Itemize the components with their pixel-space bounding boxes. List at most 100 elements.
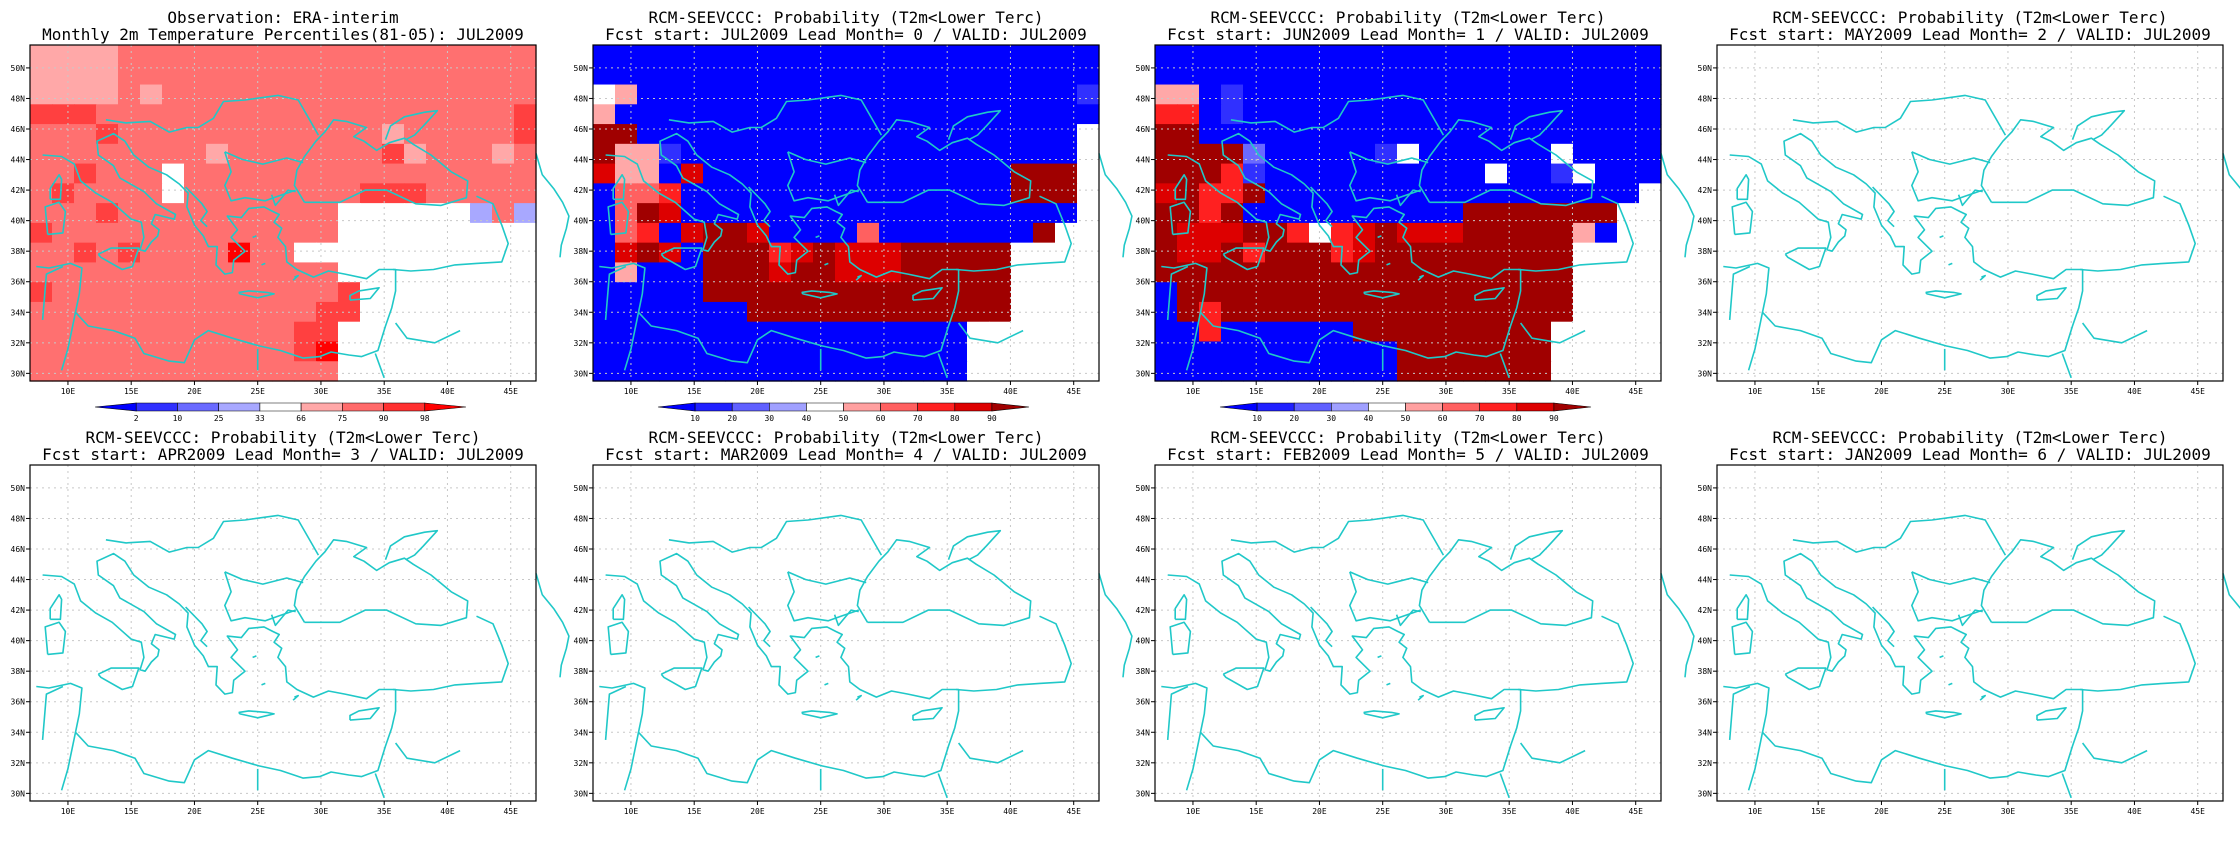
field-cell bbox=[593, 341, 616, 362]
field-cell bbox=[1507, 104, 1530, 125]
field-cell bbox=[1155, 104, 1178, 125]
field-cell bbox=[1055, 203, 1078, 224]
field-cell bbox=[1199, 143, 1222, 165]
field-cell bbox=[338, 361, 361, 382]
field-cell bbox=[879, 143, 902, 165]
coastline bbox=[1518, 615, 1634, 692]
coastline bbox=[1417, 274, 1424, 281]
field-cell bbox=[1595, 104, 1618, 125]
coastline bbox=[833, 189, 859, 207]
field-cell bbox=[184, 104, 207, 125]
lat-tick-label: 30N bbox=[1136, 789, 1151, 798]
field-cell bbox=[593, 45, 616, 66]
field-cell bbox=[492, 242, 515, 264]
field-cell bbox=[514, 64, 537, 86]
colorbar-segment bbox=[424, 402, 467, 412]
panel-subtitle: Fcst start: JAN2009 Lead Month= 6 / VALI… bbox=[1729, 445, 2211, 464]
lon-tick-label: 20E bbox=[187, 387, 202, 396]
field-cell bbox=[382, 64, 405, 86]
coastline bbox=[393, 195, 509, 272]
field-cell bbox=[901, 143, 924, 165]
field-cell bbox=[1011, 301, 1034, 323]
lat-tick-label: 30N bbox=[1698, 789, 1713, 798]
field-cell bbox=[514, 222, 537, 244]
field-cell bbox=[272, 45, 295, 66]
field-cell bbox=[492, 341, 515, 362]
field-cell bbox=[1309, 222, 1332, 244]
field-cell bbox=[967, 163, 990, 184]
lat-tick-label: 50N bbox=[1136, 484, 1151, 493]
field-cell bbox=[206, 183, 229, 204]
colorbar-label: 40 bbox=[802, 414, 812, 423]
field-cell bbox=[879, 84, 902, 105]
field-cell bbox=[184, 222, 207, 244]
coastline bbox=[270, 189, 296, 207]
field-cell bbox=[967, 84, 990, 105]
coastline bbox=[1185, 732, 1202, 791]
field-cell bbox=[615, 84, 638, 105]
field-cell bbox=[140, 45, 163, 66]
lat-tick-label: 50N bbox=[11, 484, 26, 493]
field-cell bbox=[1287, 163, 1310, 184]
coastline bbox=[1784, 247, 1827, 271]
graticule bbox=[1155, 465, 1661, 801]
field-cell bbox=[1077, 143, 1100, 165]
field-cell bbox=[681, 143, 704, 165]
field-cell bbox=[272, 222, 295, 244]
coastline bbox=[748, 186, 771, 228]
field-cell bbox=[593, 143, 616, 165]
field-cell bbox=[1177, 183, 1200, 204]
field-cell bbox=[228, 341, 251, 362]
field-cell bbox=[945, 104, 968, 125]
field-cell bbox=[1639, 64, 1662, 86]
coastline bbox=[374, 353, 385, 379]
field-cell bbox=[769, 203, 792, 224]
field-cell bbox=[1309, 124, 1332, 145]
field-cell bbox=[404, 64, 427, 86]
colorbar-segment bbox=[1442, 402, 1480, 412]
field-cell bbox=[857, 242, 880, 264]
field-cell bbox=[791, 242, 814, 264]
field-cell bbox=[1595, 84, 1618, 105]
field-cell bbox=[1485, 163, 1508, 184]
coastline bbox=[856, 119, 1032, 207]
lon-tick-label: 10E bbox=[1748, 807, 1763, 816]
graticule bbox=[1717, 45, 2223, 381]
field-cell bbox=[1397, 104, 1420, 125]
coastline bbox=[1349, 151, 1421, 202]
field-cell bbox=[615, 361, 638, 382]
lat-tick-label: 38N bbox=[11, 667, 26, 676]
field-cell bbox=[1441, 64, 1464, 86]
colorbar-segment bbox=[1368, 402, 1406, 412]
field-cell bbox=[206, 341, 229, 362]
coastline bbox=[60, 732, 77, 791]
coastline bbox=[1098, 573, 1133, 678]
field-cell bbox=[1419, 242, 1442, 264]
field-cell bbox=[184, 183, 207, 204]
field-cell bbox=[857, 203, 880, 224]
field-cell bbox=[184, 242, 207, 264]
field-cell bbox=[923, 183, 946, 204]
coastline bbox=[1792, 514, 2007, 556]
panel-title: RCM-SEEVCCC: Probability (T2m<Lower Terc… bbox=[1773, 8, 2168, 27]
field-cell bbox=[1463, 321, 1486, 343]
field-cell bbox=[140, 104, 163, 125]
field-cell bbox=[74, 203, 97, 224]
field-cell bbox=[1221, 45, 1244, 66]
lon-tick-label: 25E bbox=[1937, 807, 1952, 816]
lat-tick-label: 42N bbox=[11, 186, 26, 195]
field-cell bbox=[360, 64, 383, 86]
field-cell bbox=[725, 301, 748, 323]
map-frame bbox=[1716, 44, 2224, 382]
field-cell bbox=[659, 104, 682, 125]
field-cell bbox=[659, 45, 682, 66]
lon-tick-label: 20E bbox=[1312, 387, 1327, 396]
lon-tick-label: 10E bbox=[61, 387, 76, 396]
coastline bbox=[60, 312, 77, 371]
field-cell bbox=[338, 143, 361, 165]
graticule bbox=[1155, 45, 1661, 381]
field-cell bbox=[1573, 45, 1596, 66]
coastline bbox=[2061, 353, 2072, 379]
field-cell bbox=[1033, 361, 1056, 382]
